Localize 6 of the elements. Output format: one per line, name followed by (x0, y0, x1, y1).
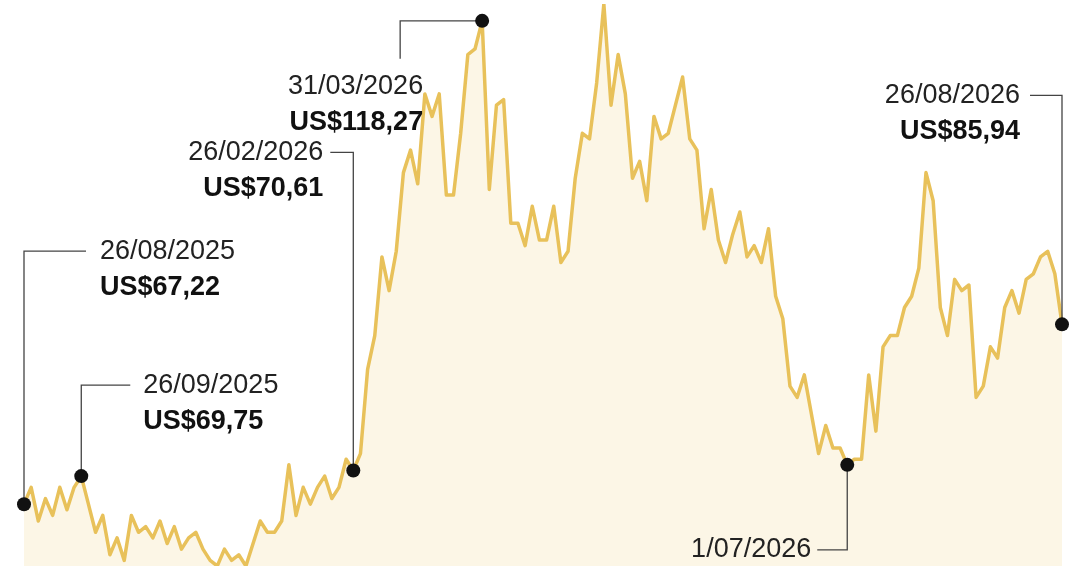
annotation: 26/09/2025 US$69,75 (143, 368, 279, 435)
annotation: 26/02/2026 US$70,61 (188, 135, 324, 202)
annotation: 26/08/2026 US$85,94 (884, 78, 1020, 145)
annotation: 26/08/2025 US$67,22 (100, 234, 236, 301)
annotation: 1/07/2026 (691, 533, 812, 564)
annotation: 31/03/2026 US$118,27 (288, 70, 424, 137)
